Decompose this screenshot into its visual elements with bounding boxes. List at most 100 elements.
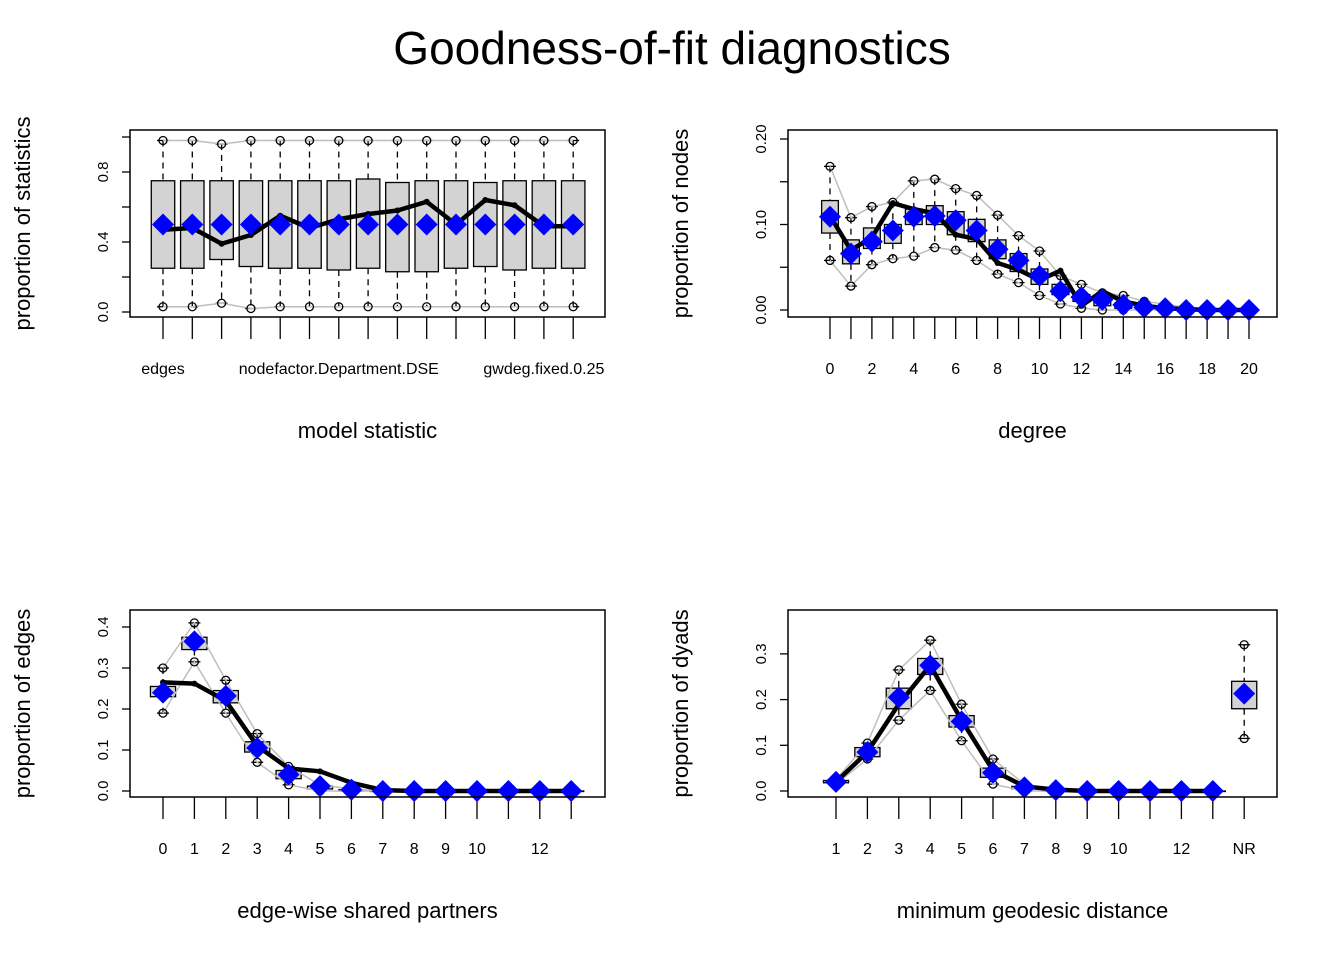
observed-point [965, 219, 988, 242]
observed-point [386, 213, 409, 236]
y-tick-label: 0.1 [753, 735, 770, 756]
panel-2: 0.00 0.10 0.20 proportion of nodes degree 0 2 4… [668, 124, 1278, 443]
observed-point [819, 205, 841, 228]
upper-bound-point [956, 699, 967, 709]
x-tick-label: 12 [1073, 361, 1091, 378]
observed-point [474, 213, 497, 236]
observed-point [1170, 780, 1193, 802]
observed-point [1007, 249, 1030, 272]
observed-point [1028, 264, 1051, 287]
lower-bound-point [158, 708, 168, 718]
lower-bound-point [951, 245, 961, 255]
y-axis-label: proportion of statistics [10, 117, 35, 331]
x-tick-label: NR [1233, 841, 1256, 858]
x-tick-label: gwdeg.fixed.0.25 [483, 361, 604, 378]
upper-bound-point [951, 183, 961, 194]
y-tick-label: 0.1 [95, 740, 112, 761]
upper-bound-point [1239, 640, 1249, 650]
lower-bound-point [894, 715, 904, 725]
observed-point [923, 204, 946, 227]
lower-bound-point [909, 251, 919, 261]
observed-point [1196, 299, 1219, 321]
observed-point [1175, 299, 1198, 321]
upper-bound-point [187, 135, 197, 146]
panel-4: 0.0 0.1 0.2 0.3 proportion of dyads minimum g… [668, 609, 1278, 923]
observed-point [445, 213, 467, 236]
x-tick-label: 8 [1051, 841, 1060, 858]
lower-bound-point [888, 254, 898, 264]
x-tick-label: nodefactor.Department.DSE [239, 361, 439, 378]
x-tick-label: 2 [867, 361, 876, 378]
lower-bound-point [392, 302, 403, 312]
upper-bound-point [392, 135, 403, 146]
lower-bound-point [825, 255, 835, 266]
x-tick-label: 10 [1110, 841, 1128, 858]
simulated-mean-point [317, 768, 323, 775]
simulated-mean-point [191, 680, 198, 687]
simulated-mean-point [482, 197, 489, 203]
y-axis-label: proportion of nodes [668, 129, 693, 319]
upper-bound-point [363, 135, 373, 146]
x-tick-label: 2 [221, 841, 230, 858]
x-tick-label: 4 [284, 841, 293, 858]
lower-bound-point [846, 281, 856, 291]
upper-bound-point [246, 135, 256, 146]
observed-point [1049, 280, 1072, 303]
x-tick-label: 4 [926, 841, 935, 858]
x-tick-label: 12 [531, 841, 549, 858]
observed-point [1112, 293, 1135, 316]
lower-bound-point [221, 708, 231, 718]
lower-bound-point [568, 302, 578, 312]
upper-bound-point [909, 176, 919, 186]
lower-bound-point [930, 242, 940, 253]
observed-point [881, 219, 904, 242]
x-tick-label: edges [141, 361, 185, 378]
simulated-mean-point [889, 200, 896, 207]
observed-point [860, 230, 883, 253]
simulated-mean-point [218, 240, 225, 247]
upper-bound-point [275, 135, 285, 146]
y-axis-label: proportion of edges [10, 609, 35, 799]
upper-bound-point [480, 135, 490, 146]
y-tick-label: 0.2 [95, 699, 112, 720]
y-tick-label: 0.0 [753, 781, 770, 802]
lower-bound-point [304, 302, 315, 312]
lower-bound-point [189, 657, 200, 667]
observed-point [371, 780, 394, 802]
x-tick-label: 3 [894, 841, 903, 858]
observed-point [415, 213, 438, 236]
observed-point [327, 213, 350, 236]
panel-1: 0.0 0.4 0.8 proportion of statistics model s… [10, 117, 606, 443]
x-tick-label: 12 [1173, 841, 1191, 858]
x-tick-label: 8 [993, 361, 1002, 378]
observed-point [340, 778, 363, 801]
observed-point [1201, 780, 1224, 802]
observed-point [1238, 299, 1260, 321]
x-axis-label: edge-wise shared partners [237, 898, 497, 923]
upper-bound-point [158, 663, 168, 673]
observed-point [856, 741, 879, 764]
lower-bound-point [867, 260, 877, 270]
lower-bound-point [1013, 277, 1024, 288]
panel-3: 0.0 0.1 0.2 0.3 0.4 proportion of edges edge-w… [10, 609, 606, 923]
lower-bound-point [158, 302, 168, 312]
lower-bound-point [451, 302, 461, 312]
simulated-mean-point [511, 202, 518, 209]
upper-bound-point [568, 135, 578, 146]
observed-point [1133, 296, 1156, 319]
observed-point [887, 686, 910, 709]
lower-bound-point [972, 255, 982, 266]
observed-point [298, 213, 321, 236]
x-tick-label: 4 [909, 361, 918, 378]
x-tick-label: 9 [1083, 841, 1092, 858]
x-tick-label: 1 [832, 841, 841, 858]
observed-point [269, 213, 292, 236]
observed-point [1013, 776, 1036, 799]
x-axis-label: minimum geodesic distance [897, 898, 1168, 923]
y-tick-label: 0.8 [95, 162, 112, 183]
x-tick-label: 6 [989, 841, 998, 858]
upper-bound-point [334, 135, 344, 146]
observed-point [528, 780, 551, 802]
observed-point [503, 213, 526, 236]
